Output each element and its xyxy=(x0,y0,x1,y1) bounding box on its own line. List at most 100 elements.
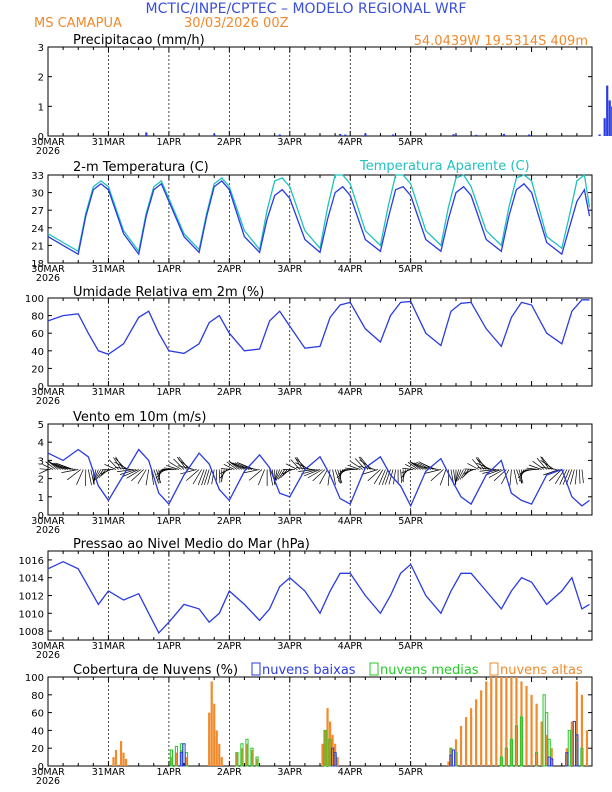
wind-arrow xyxy=(226,461,238,470)
cloud-bar-high xyxy=(565,748,568,766)
x-year-label: 2026 xyxy=(36,776,60,787)
cloud-bar-high xyxy=(545,734,548,766)
wind-arrow xyxy=(402,467,414,470)
wind-arrow xyxy=(350,461,364,470)
wind-arrow xyxy=(295,462,311,470)
wind-arrow xyxy=(373,469,384,485)
cloud-bar-mid xyxy=(567,729,571,767)
x-tick-label: 4APR xyxy=(338,387,363,398)
y-tick-label: 20 xyxy=(31,364,44,375)
x-tick-label: 2APR xyxy=(217,641,242,652)
cloud-bar-mid xyxy=(580,747,584,767)
wind-arrow xyxy=(304,469,321,477)
location-label: MS CAMAPUA xyxy=(34,16,122,31)
x-tick-label: 3APR xyxy=(277,516,302,527)
panel-title-pres: Pressao ao Nivel Medio do Mar (hPa) xyxy=(73,537,310,552)
y-tick-label: 100 xyxy=(25,294,44,305)
wind-arrow xyxy=(332,469,336,485)
wind-arrow xyxy=(562,469,570,485)
panel-cloud: Cobertura de Nuvens (%) nuvens baixas nu… xyxy=(47,662,593,767)
x-year-label: 2026 xyxy=(36,396,60,407)
cloud-bar-high xyxy=(245,743,249,766)
precip-bar xyxy=(344,134,347,136)
x-tick-label: 4APR xyxy=(338,767,363,778)
wind-arrow xyxy=(87,469,92,486)
x-tick-label: 2APR xyxy=(217,264,242,275)
wind-arrow xyxy=(412,462,426,470)
wind-arrow xyxy=(38,469,49,475)
cloud-bar-high xyxy=(475,699,478,766)
wind-arrow xyxy=(579,469,581,484)
cloud-bar-high xyxy=(459,725,463,766)
series-line-rh xyxy=(47,299,590,356)
wind-arrow xyxy=(581,469,584,483)
wind-arrow xyxy=(258,469,265,486)
wind-arrow xyxy=(463,469,474,475)
cloud-bar-high xyxy=(515,677,518,766)
legend-high: nuvens altas xyxy=(500,663,583,678)
wind-arrow xyxy=(114,466,132,470)
cloud-bar-high xyxy=(575,681,578,766)
wind-arrow xyxy=(39,468,51,470)
wind-arrow xyxy=(488,469,505,478)
y-tick-label: 0 xyxy=(38,511,44,522)
cloud-bar-low xyxy=(575,734,579,767)
cloud-bar-mid xyxy=(245,738,249,767)
wind-arrow xyxy=(347,464,361,470)
wind-arrow xyxy=(367,469,381,482)
wind-arrow xyxy=(548,469,563,482)
cloud-bar-high xyxy=(122,752,125,766)
wind-arrow xyxy=(393,469,396,485)
run-label: 30/03/2026 00Z xyxy=(184,16,289,31)
cloud-bar-mid xyxy=(504,747,508,767)
x-tick-label: 3APR xyxy=(277,387,302,398)
precip-bar xyxy=(502,133,506,136)
x-tick-label: 2APR xyxy=(217,767,242,778)
wind-arrow xyxy=(455,469,462,483)
cloud-bar-mid xyxy=(323,729,327,767)
x-tick-label: 3APR xyxy=(277,641,302,652)
precip-bar xyxy=(606,85,609,136)
cloud-bar-mid xyxy=(235,752,239,767)
y-tick-label: 0 xyxy=(38,382,44,393)
panel-title-wind: Vento em 10m (m/s) xyxy=(73,410,206,425)
wind-arrow xyxy=(574,469,578,485)
cloud-bar-high xyxy=(213,703,216,766)
cloud-bar-high xyxy=(525,685,528,766)
y-tick-label: 40 xyxy=(31,347,44,358)
wind-arrow xyxy=(307,469,323,479)
y-tick-label: 5 xyxy=(38,420,44,431)
cloud-bar-low xyxy=(550,758,554,767)
cloud-bar-high xyxy=(480,690,483,766)
wind-arrow xyxy=(285,463,298,470)
cloud-bar-low xyxy=(451,749,456,767)
wind-arrow xyxy=(430,469,444,482)
cloud-bar-high xyxy=(328,721,332,766)
cloud-bar-high xyxy=(250,749,254,766)
x-year-label: 2026 xyxy=(36,650,60,661)
wind-arrow xyxy=(543,469,560,476)
y-tick-label: 60 xyxy=(31,709,44,720)
x-tick-label: 1APR xyxy=(156,767,181,778)
cloud-bar-high xyxy=(495,677,498,766)
cloud-bar-high xyxy=(540,721,543,766)
wind-arrow xyxy=(231,462,245,470)
y-tick-label: 1008 xyxy=(19,627,44,638)
wind-arrow xyxy=(177,465,195,470)
wind-arrow xyxy=(248,469,263,481)
wind-arrow xyxy=(58,466,76,470)
y-tick-label: 4 xyxy=(38,438,44,449)
wind-arrow xyxy=(361,469,379,475)
cloud-bar-mid xyxy=(519,716,524,767)
cloud-bar-low xyxy=(565,752,569,767)
y-tick-label: 3 xyxy=(38,43,44,54)
wind-arrow xyxy=(126,469,142,479)
precip-bar xyxy=(213,134,216,136)
wind-arrow xyxy=(381,469,389,486)
legend-high-swatch xyxy=(489,662,499,676)
wind-arrow xyxy=(464,468,477,470)
cloud-bar-high xyxy=(210,681,213,766)
wind-arrow xyxy=(223,463,235,470)
wind-arrow xyxy=(157,469,162,482)
x-tick-label: 4APR xyxy=(338,137,363,148)
